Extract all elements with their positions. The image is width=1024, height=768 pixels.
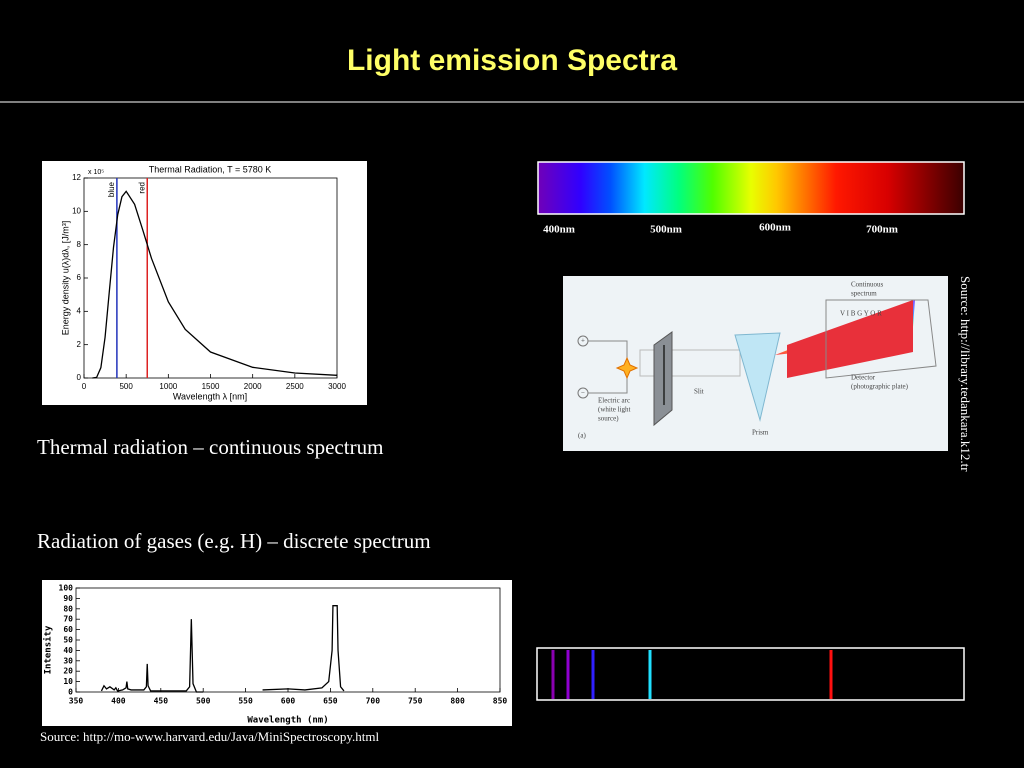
diagram-label: (a) — [578, 432, 586, 440]
wire — [588, 376, 628, 394]
data-line — [100, 605, 345, 693]
x-tick-label: 1000 — [159, 382, 177, 391]
discrete-spectrum — [536, 647, 965, 701]
x-axis-label: Wavelength (nm) — [247, 716, 328, 726]
y-tick-label: 10 — [72, 206, 81, 215]
source-note: Source: http://mo-www.harvard.edu/Java/M… — [40, 729, 380, 744]
x-tick-label: 850 — [493, 697, 508, 706]
x-tick-label: 2500 — [286, 382, 304, 391]
diagram-label: V I B G Y O R — [840, 310, 882, 318]
diagram-label: source) — [598, 415, 619, 423]
y-tick-label: 50 — [63, 636, 73, 645]
diagram-label: (photographic plate) — [851, 383, 909, 391]
x-tick-label: 450 — [154, 697, 169, 706]
x-tick-label: 500 — [119, 382, 133, 391]
source-note: Source: http://library.tedankara.k12.tr — [958, 276, 973, 472]
diagram-label: (white light — [598, 406, 631, 414]
axis-multiplier: x 10⁵ — [88, 169, 104, 176]
data-line — [92, 190, 338, 379]
y-tick-label: 40 — [63, 646, 73, 655]
diagram-label: Slit — [694, 388, 704, 396]
y-tick-label: 4 — [77, 306, 82, 315]
spectrum-label: 500nm — [650, 224, 682, 236]
y-tick-label: 90 — [63, 594, 73, 603]
caption: Thermal radiation – continuous spectrum — [37, 435, 383, 459]
x-tick-label: 0 — [82, 382, 87, 391]
y-tick-label: 100 — [59, 584, 74, 593]
light-beam — [639, 349, 741, 377]
spectrum-label: 600nm — [759, 222, 791, 234]
chart-background — [42, 161, 367, 405]
chart-title: Thermal Radiation, T = 5780 K — [149, 164, 272, 174]
x-tick-label: 800 — [450, 697, 465, 706]
chart-background — [42, 580, 512, 726]
diagram-label: Electric arc — [598, 397, 630, 405]
continuous-spectrum — [537, 161, 965, 215]
y-tick-label: 10 — [63, 677, 73, 686]
y-tick-label: 30 — [63, 656, 73, 665]
y-tick-label: 0 — [68, 688, 73, 697]
y-tick-label: 70 — [63, 615, 73, 624]
x-tick-label: 1500 — [202, 382, 220, 391]
diagram-label: Prism — [752, 429, 769, 437]
y-tick-label: 60 — [63, 625, 73, 634]
prism-diagram: + − Continuous spectrum V I B G Y O R Sl… — [563, 276, 948, 451]
y-tick-label: 8 — [77, 240, 82, 249]
spectrum-label: 700nm — [866, 224, 898, 236]
slide-title: Light emission Spectra — [347, 44, 677, 77]
y-tick-label: 12 — [72, 173, 81, 182]
x-tick-label: 400 — [111, 697, 126, 706]
diagram-label: Detector — [851, 374, 876, 382]
terminal-label: + — [581, 337, 585, 345]
detector-spectrum — [787, 300, 913, 378]
x-axis-label: Wavelength λ [nm] — [173, 391, 247, 401]
marker-label: red — [137, 182, 146, 194]
wire — [588, 340, 628, 360]
y-tick-label: 2 — [77, 340, 82, 349]
diagram-label: spectrum — [851, 290, 877, 298]
x-tick-label: 750 — [408, 697, 423, 706]
spectrum-label: 400nm — [543, 224, 575, 236]
slit-plate — [653, 331, 673, 427]
y-axis-label: Energy density u(λ)dλ, [J/m³] — [60, 221, 70, 336]
terminal-label: − — [581, 389, 585, 397]
marker-label: blue — [107, 181, 116, 197]
x-tick-label: 650 — [323, 697, 338, 706]
x-tick-label: 3000 — [328, 382, 346, 391]
chart: 0 500 1000 1500 2000 2500 3000 0 2 4 6 8 10 12 Thermal… — [42, 161, 367, 405]
y-tick-label: 20 — [63, 667, 73, 676]
y-tick-label: 80 — [63, 604, 73, 613]
x-tick-label: 600 — [281, 697, 296, 706]
electric-arc — [615, 356, 639, 380]
prism-shape — [734, 332, 781, 422]
caption: Radiation of gases (e.g. H) – discrete s… — [37, 529, 431, 553]
x-tick-label: 700 — [366, 697, 381, 706]
y-tick-label: 6 — [77, 273, 82, 282]
diagram-label: Continuous — [851, 281, 884, 289]
x-tick-label: 500 — [196, 697, 211, 706]
y-axis-label: Intensity — [43, 625, 54, 674]
detector-plate — [825, 299, 937, 379]
x-tick-label: 2000 — [244, 382, 262, 391]
x-tick-label: 550 — [238, 697, 253, 706]
y-tick-label: 0 — [77, 373, 82, 382]
x-tick-label: 350 — [69, 697, 84, 706]
